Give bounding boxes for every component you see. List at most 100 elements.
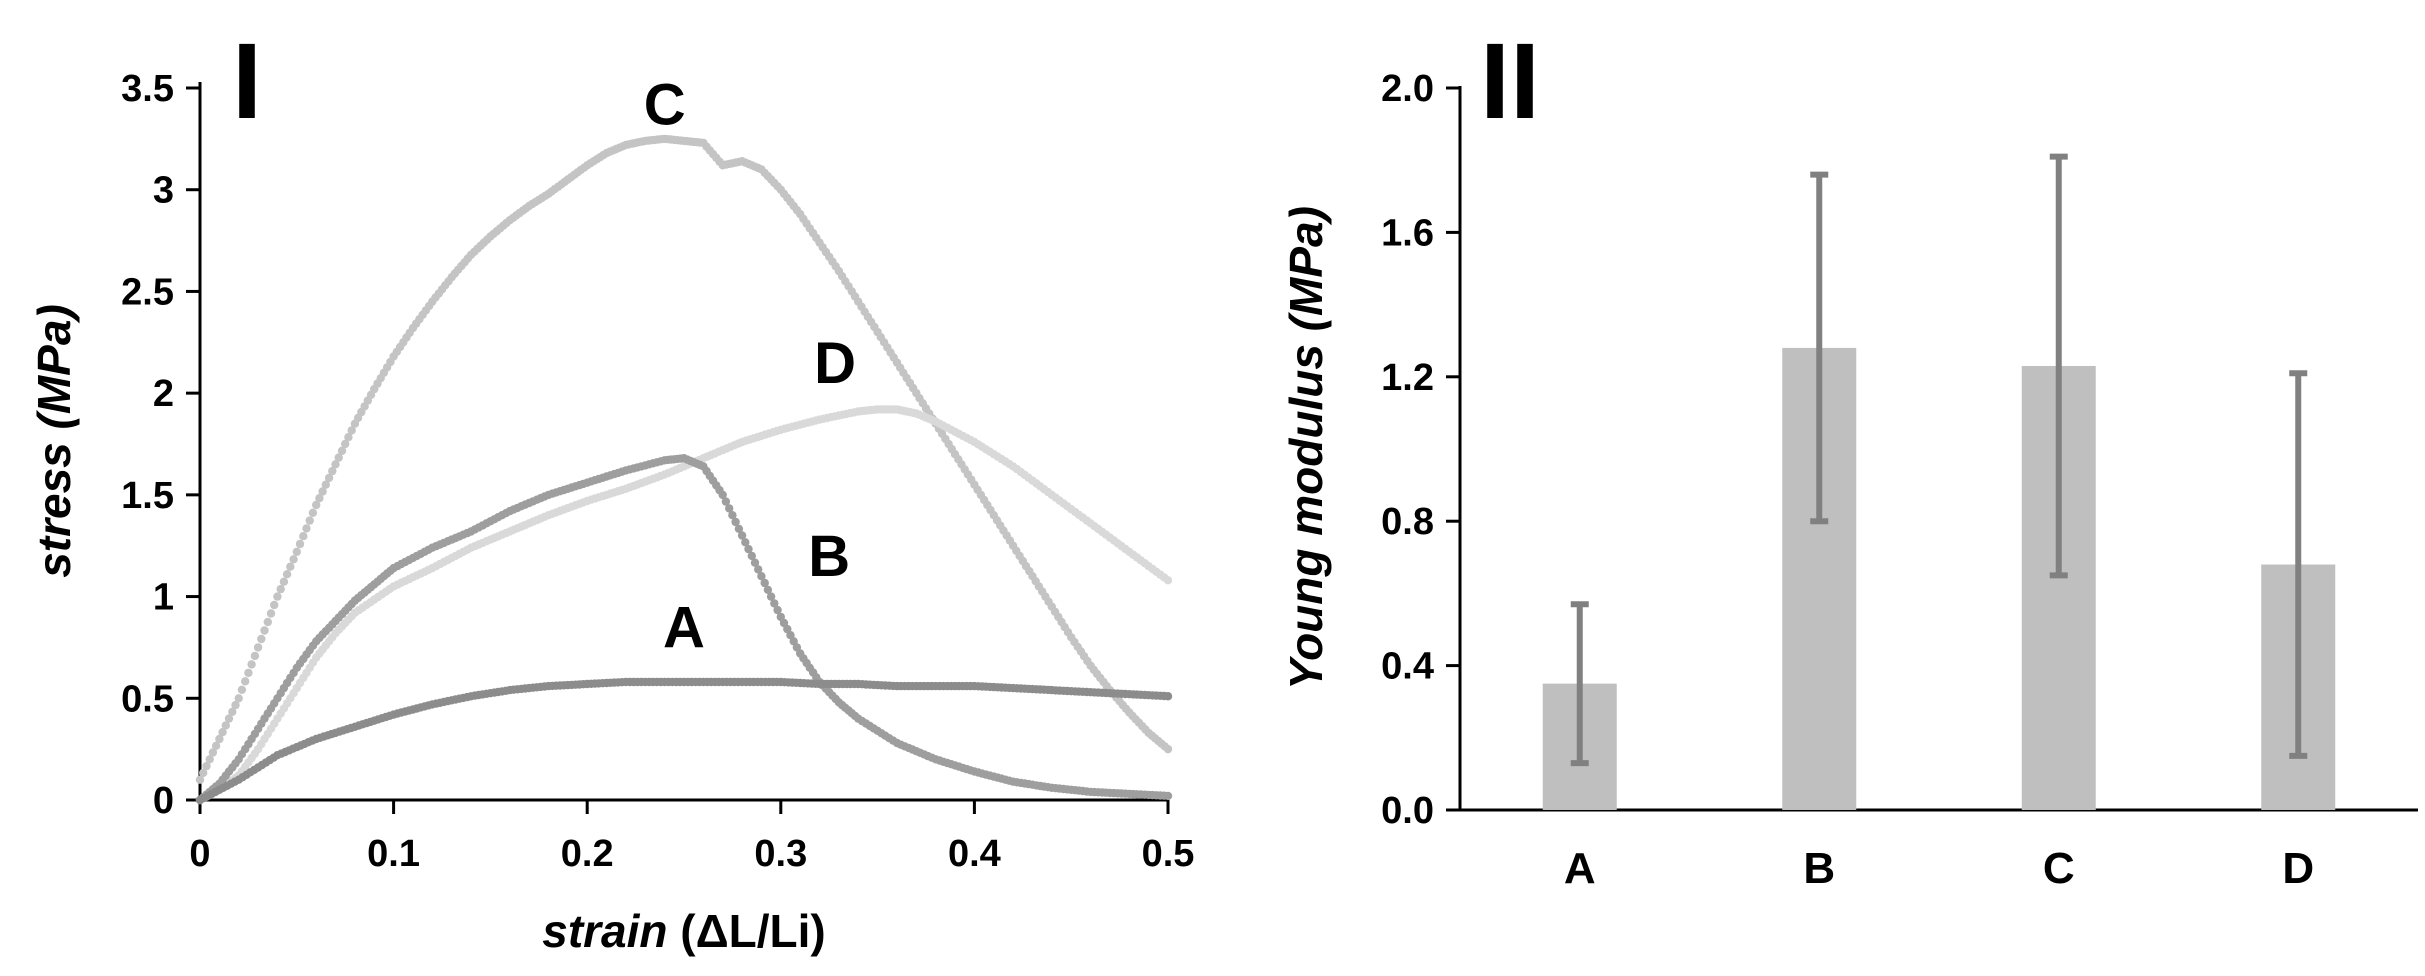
category-labels: A B C D bbox=[1564, 844, 2314, 893]
data-point bbox=[266, 609, 276, 618]
x-axis-title-rest: (ΔL/Li) bbox=[668, 905, 826, 957]
data-point bbox=[718, 490, 727, 500]
panel-label-i: I bbox=[232, 20, 262, 141]
data-point bbox=[331, 460, 340, 469]
series-label-a: A bbox=[663, 595, 705, 660]
bars bbox=[1542, 347, 2336, 810]
series-c bbox=[195, 134, 1173, 784]
y-ticks: 0.0 0.4 0.8 1.2 1.6 2.0 bbox=[1381, 68, 1460, 832]
data-series bbox=[195, 134, 1173, 805]
data-point bbox=[744, 544, 753, 554]
series-a bbox=[195, 677, 1173, 805]
data-point bbox=[205, 755, 214, 764]
stress-strain-chart: I 0 0.5 1 1.5 2 2.5 3 3.5 0 0.1 0.2 0.3 0.4 0.5 C D B A… bbox=[28, 20, 1194, 957]
x-tick-label: 0.5 bbox=[1142, 833, 1195, 875]
data-point bbox=[279, 577, 289, 586]
series-d bbox=[195, 405, 1173, 805]
data-point bbox=[234, 694, 243, 703]
data-point bbox=[344, 433, 353, 442]
x-tick-label: 0.1 bbox=[367, 833, 420, 875]
data-point bbox=[260, 626, 269, 635]
data-point bbox=[741, 538, 750, 547]
data-point bbox=[321, 480, 330, 489]
data-point bbox=[328, 466, 337, 476]
data-point bbox=[734, 524, 744, 533]
data-point bbox=[770, 599, 779, 608]
x-tick-label: 0.2 bbox=[561, 833, 614, 875]
data-point bbox=[241, 677, 250, 686]
data-point bbox=[215, 734, 224, 744]
data-point bbox=[218, 728, 227, 737]
data-point bbox=[341, 439, 350, 449]
data-point bbox=[747, 551, 756, 561]
data-point bbox=[282, 570, 292, 579]
y-axis-title: stress (MPa) bbox=[28, 304, 80, 578]
data-point bbox=[253, 643, 263, 652]
y-axis-title: Young modulus (MPa) bbox=[1280, 206, 1332, 690]
series-label-b: B bbox=[808, 524, 850, 589]
y-tick-label: 3.5 bbox=[121, 68, 174, 110]
data-point bbox=[1163, 744, 1173, 754]
data-point bbox=[247, 660, 256, 669]
data-point bbox=[286, 562, 295, 571]
data-point bbox=[766, 592, 776, 601]
data-point bbox=[312, 500, 321, 510]
y-tick-label: 0.8 bbox=[1381, 501, 1434, 543]
y-tick-label: 2.5 bbox=[121, 271, 174, 313]
y-tick-label: 1 bbox=[153, 577, 174, 619]
data-point bbox=[208, 748, 218, 757]
data-point bbox=[1163, 791, 1173, 801]
category-label-d: D bbox=[2282, 844, 2314, 893]
y-tick-label: 1.5 bbox=[121, 475, 174, 517]
data-point bbox=[295, 539, 305, 549]
data-point bbox=[721, 497, 731, 506]
data-point bbox=[195, 775, 205, 784]
x-tick-label: 0 bbox=[189, 833, 210, 875]
data-point bbox=[731, 517, 740, 527]
error-bars bbox=[1570, 153, 2308, 767]
error-bar-d bbox=[2289, 370, 2308, 759]
error-bar-a bbox=[1570, 601, 1589, 767]
data-point bbox=[211, 741, 221, 750]
x-axis-title-italic: strain bbox=[542, 905, 667, 957]
data-point bbox=[263, 617, 272, 627]
category-label-c: C bbox=[2043, 844, 2075, 893]
data-point bbox=[750, 558, 760, 567]
data-point bbox=[737, 531, 747, 540]
y-tick-label: 0.5 bbox=[121, 678, 174, 720]
series-label-c: C bbox=[644, 73, 686, 138]
data-point bbox=[324, 473, 334, 483]
y-ticks: 0 0.5 1 1.5 2 2.5 3 3.5 bbox=[121, 68, 200, 822]
error-bar-c bbox=[2049, 153, 2068, 579]
data-point bbox=[763, 585, 773, 594]
data-point bbox=[757, 572, 766, 581]
y-tick-label: 2 bbox=[153, 373, 174, 415]
data-point bbox=[728, 511, 737, 520]
data-point bbox=[299, 532, 308, 541]
data-point bbox=[760, 578, 769, 588]
data-point bbox=[244, 668, 253, 678]
young-modulus-chart: II 0.0 0.4 0.8 1.2 1.6 2.0 A B C D Young modulus… bbox=[1280, 20, 2418, 893]
panel-label-ii: II bbox=[1480, 20, 1540, 141]
y-tick-label: 0 bbox=[153, 780, 174, 822]
data-point bbox=[318, 487, 327, 496]
data-point bbox=[289, 555, 298, 564]
series-labels: C D B A bbox=[644, 73, 856, 661]
y-tick-label: 0.4 bbox=[1381, 646, 1434, 688]
data-point bbox=[305, 516, 314, 525]
category-label-b: B bbox=[1803, 844, 1835, 893]
data-point bbox=[754, 565, 763, 574]
category-label-a: A bbox=[1564, 844, 1596, 893]
data-point bbox=[257, 634, 266, 644]
y-tick-label: 0.0 bbox=[1381, 790, 1434, 832]
x-tick-label: 0.3 bbox=[754, 833, 807, 875]
data-point bbox=[228, 707, 237, 716]
x-ticks: 0 0.1 0.2 0.3 0.4 0.5 bbox=[189, 800, 1194, 875]
x-tick-label: 0.4 bbox=[948, 833, 1001, 875]
data-point bbox=[302, 524, 311, 533]
error-bar-b bbox=[1810, 171, 1829, 525]
data-point bbox=[337, 446, 347, 455]
data-point bbox=[347, 426, 356, 435]
series-label-d: D bbox=[814, 331, 856, 396]
